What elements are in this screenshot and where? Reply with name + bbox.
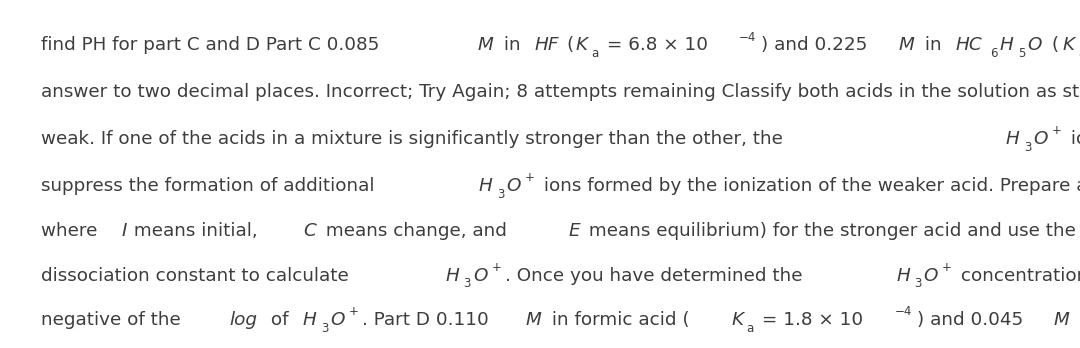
- Text: K: K: [731, 311, 743, 329]
- Text: means equilibrium) for the stronger acid and use the given acid -: means equilibrium) for the stronger acid…: [583, 222, 1080, 240]
- Text: . Part D 0.110: . Part D 0.110: [362, 311, 488, 329]
- Text: M: M: [477, 37, 494, 54]
- Text: 3: 3: [497, 188, 504, 201]
- Text: find PH for part C and D Part C 0.085: find PH for part C and D Part C 0.085: [41, 37, 379, 54]
- Text: 3: 3: [463, 277, 471, 291]
- Text: (: (: [567, 37, 573, 54]
- Text: means change, and: means change, and: [320, 222, 513, 240]
- Text: a: a: [592, 47, 598, 60]
- Text: K: K: [576, 37, 588, 54]
- Text: ) and 0.045: ) and 0.045: [917, 311, 1023, 329]
- Text: log: log: [229, 311, 257, 329]
- Text: H: H: [303, 311, 316, 329]
- Text: +: +: [491, 261, 502, 274]
- Text: in: in: [919, 37, 947, 54]
- Text: . Once you have determined the: . Once you have determined the: [504, 267, 808, 285]
- Text: = 6.8 × 10: = 6.8 × 10: [600, 37, 707, 54]
- Text: O: O: [923, 267, 937, 285]
- Text: answer to two decimal places. Incorrect; Try Again; 8 attempts remaining Classif: answer to two decimal places. Incorrect;…: [41, 84, 1080, 101]
- Text: concentration, calculate the: concentration, calculate the: [955, 267, 1080, 285]
- Text: H: H: [1005, 130, 1020, 148]
- Text: a: a: [1079, 47, 1080, 60]
- Text: O: O: [330, 311, 345, 329]
- Text: HF: HF: [535, 37, 559, 54]
- Text: E: E: [568, 222, 580, 240]
- Text: in formic acid (: in formic acid (: [545, 311, 689, 329]
- Text: +: +: [1052, 125, 1062, 137]
- Text: H: H: [1000, 37, 1014, 54]
- Text: ions formed by the ionization of the weaker acid. Prepare an ICE table (: ions formed by the ionization of the wea…: [538, 177, 1080, 195]
- Text: ions formed by the stronger acid: ions formed by the stronger acid: [1065, 130, 1080, 148]
- Text: (: (: [1047, 37, 1059, 54]
- Text: HC: HC: [956, 37, 983, 54]
- Text: O: O: [1034, 130, 1048, 148]
- Text: of: of: [265, 311, 295, 329]
- Text: = 1.8 × 10: = 1.8 × 10: [756, 311, 863, 329]
- Text: where: where: [41, 222, 104, 240]
- Text: 3: 3: [321, 322, 328, 335]
- Text: H: H: [896, 267, 910, 285]
- Text: ) and 0.225: ) and 0.225: [761, 37, 867, 54]
- Text: −4: −4: [739, 31, 756, 44]
- Text: O: O: [507, 177, 521, 195]
- Text: negative of the: negative of the: [41, 311, 187, 329]
- Text: +: +: [525, 172, 535, 184]
- Text: C: C: [303, 222, 316, 240]
- Text: 3: 3: [914, 277, 921, 291]
- Text: in hypochlorous acid: in hypochlorous acid: [1075, 311, 1080, 329]
- Text: 3: 3: [1024, 141, 1031, 154]
- Text: dissociation constant to calculate: dissociation constant to calculate: [41, 267, 354, 285]
- Text: suppress the formation of additional: suppress the formation of additional: [41, 177, 380, 195]
- Text: +: +: [942, 261, 953, 274]
- Text: O: O: [473, 267, 488, 285]
- Text: +: +: [349, 306, 359, 318]
- Text: weak. If one of the acids in a mixture is significantly stronger than the other,: weak. If one of the acids in a mixture i…: [41, 130, 788, 148]
- Text: M: M: [899, 37, 915, 54]
- Text: means initial,: means initial,: [129, 222, 264, 240]
- Text: I: I: [121, 222, 126, 240]
- Text: 5: 5: [1017, 47, 1025, 60]
- Text: K: K: [1063, 37, 1075, 54]
- Text: 6: 6: [990, 47, 998, 60]
- Text: H: H: [478, 177, 492, 195]
- Text: a: a: [746, 322, 754, 335]
- Text: M: M: [1054, 311, 1069, 329]
- Text: −4: −4: [894, 306, 912, 318]
- Text: M: M: [525, 311, 541, 329]
- Text: in: in: [498, 37, 527, 54]
- Text: O: O: [1027, 37, 1042, 54]
- Text: H: H: [446, 267, 460, 285]
